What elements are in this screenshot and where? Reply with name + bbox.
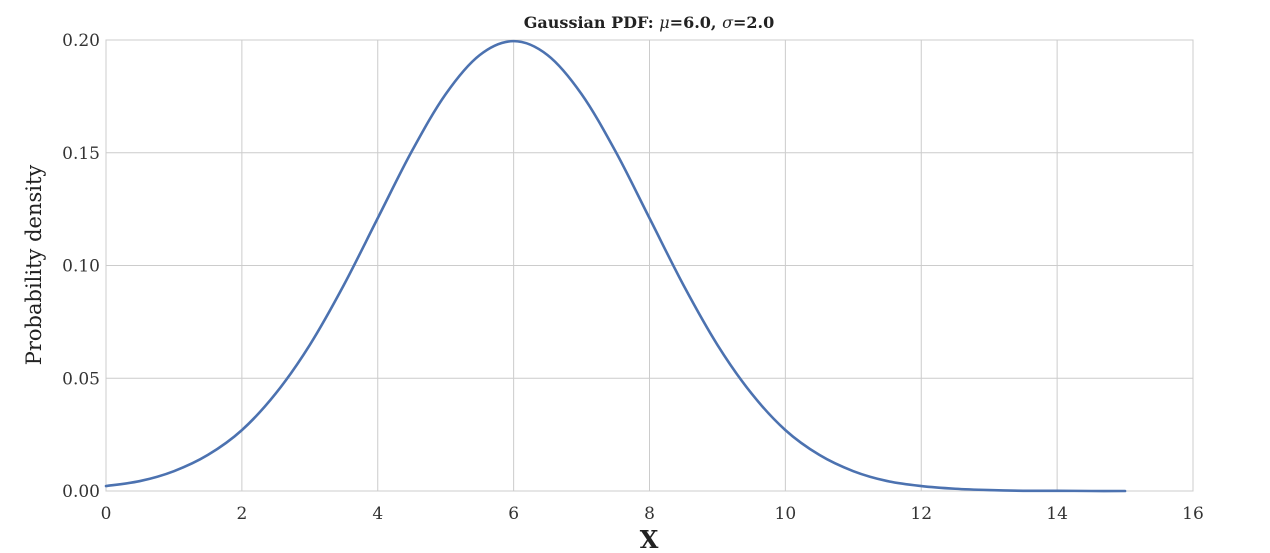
y-tick-labels: 0.00 0.05 0.10 0.15 0.20 xyxy=(62,31,100,502)
x-axis-title: X xyxy=(640,525,659,553)
x-tick-label: 0 xyxy=(101,504,112,524)
x-tick-label: 10 xyxy=(775,504,797,524)
y-tick-label: 0.15 xyxy=(62,144,100,164)
y-tick-label: 0.05 xyxy=(62,369,100,389)
y-axis-title: Probability density xyxy=(22,165,46,366)
y-tick-label: 0.10 xyxy=(62,257,100,277)
title-part-mu-symbol: μ xyxy=(659,13,669,32)
y-tick-label: 0.00 xyxy=(62,482,100,502)
title-part-sigma-value: =2.0 xyxy=(733,13,774,32)
title-part-sigma-symbol: σ xyxy=(722,13,734,32)
plot-frame xyxy=(105,39,1194,492)
x-tick-label: 12 xyxy=(910,504,932,524)
title-part-prefix: Gaussian PDF: xyxy=(524,13,660,32)
series-line-gaussian-pdf xyxy=(104,39,1127,493)
x-tick-label: 2 xyxy=(236,504,247,524)
x-tick-labels: 0 2 4 6 8 10 12 14 16 xyxy=(101,504,1204,524)
x-tick-label: 6 xyxy=(508,504,519,524)
chart-title: Gaussian PDF: μ=6.0, σ=2.0 xyxy=(524,13,774,32)
y-tick-label: 0.20 xyxy=(62,31,100,51)
x-tick-label: 14 xyxy=(1046,504,1068,524)
x-tick-label: 4 xyxy=(372,504,383,524)
x-tick-label: 8 xyxy=(644,504,655,524)
series-layer xyxy=(104,39,1127,493)
x-tick-label: 16 xyxy=(1182,504,1204,524)
title-part-mu-value: =6.0, xyxy=(670,13,722,32)
